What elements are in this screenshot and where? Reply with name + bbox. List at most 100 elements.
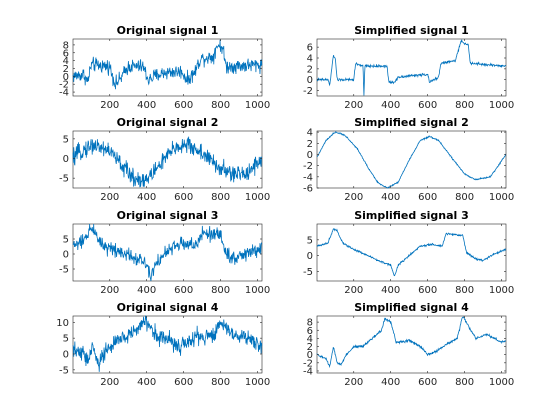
y-tick-label: 0 bbox=[63, 350, 69, 361]
y-tick-label: 2 bbox=[63, 64, 69, 75]
subplot-title: Original signal 1 bbox=[117, 24, 219, 37]
x-tick-label: 600 bbox=[418, 100, 437, 111]
x-tick-label: 1000 bbox=[489, 192, 514, 203]
x-tick-label: 400 bbox=[137, 192, 156, 203]
y-tick-label: 5 bbox=[63, 334, 69, 345]
y-tick-label: 5 bbox=[63, 235, 69, 246]
y-tick-label: 4 bbox=[307, 334, 313, 345]
y-tick-label: -2 bbox=[303, 161, 313, 172]
x-tick-label: 600 bbox=[174, 285, 193, 296]
signal-line bbox=[72, 315, 263, 372]
y-tick-label: 0 bbox=[307, 350, 313, 361]
x-tick-label: 200 bbox=[344, 285, 363, 296]
x-tick-label: 200 bbox=[100, 100, 119, 111]
x-tick-label: 1000 bbox=[245, 192, 270, 203]
x-tick-label: 600 bbox=[418, 377, 437, 388]
x-tick-label: 800 bbox=[455, 377, 474, 388]
x-tick-label: 400 bbox=[381, 100, 400, 111]
x-tick-label: 200 bbox=[100, 377, 119, 388]
subplot-7: 200 400 600 800 1000 -5 0 5 10 Original signal 4 bbox=[56, 301, 270, 388]
y-tick-label: 10 bbox=[56, 318, 69, 329]
y-tick-label: 6 bbox=[307, 326, 313, 337]
subplot-title: Original signal 3 bbox=[117, 209, 219, 222]
y-tick-label: 2 bbox=[307, 139, 313, 150]
axes-frame bbox=[316, 38, 507, 97]
y-tick-label: -4 bbox=[303, 172, 313, 183]
x-tick-label: 1000 bbox=[245, 285, 270, 296]
y-tick-label: 2 bbox=[307, 64, 313, 75]
axes-frame bbox=[316, 130, 507, 189]
y-tick-label: -4 bbox=[59, 88, 69, 99]
y-tick-label: 0 bbox=[307, 75, 313, 86]
subplot-title: Original signal 2 bbox=[117, 116, 219, 129]
subplot-3: 200 400 600 800 1000 -5 0 5 Original signal 2 bbox=[59, 116, 270, 203]
signal-line bbox=[316, 316, 507, 369]
subplot-title: Simplified signal 3 bbox=[354, 209, 469, 222]
y-tick-label: 4 bbox=[307, 128, 313, 139]
y-tick-label: -5 bbox=[59, 265, 69, 276]
axes-frame bbox=[72, 315, 263, 374]
signal-line bbox=[316, 38, 507, 96]
y-tick-label: 4 bbox=[63, 56, 69, 67]
y-tick-label: -2 bbox=[303, 86, 313, 97]
x-tick-label: 200 bbox=[344, 100, 363, 111]
x-tick-label: 1000 bbox=[245, 100, 270, 111]
x-tick-label: 400 bbox=[381, 192, 400, 203]
subplot-6: 200 400 600 800 1000 -5 0 5 Simplified signal 3 bbox=[303, 209, 514, 296]
x-tick-label: 400 bbox=[137, 100, 156, 111]
y-tick-label: -4 bbox=[303, 366, 313, 377]
x-tick-label: 800 bbox=[211, 377, 230, 388]
x-tick-label: 600 bbox=[418, 285, 437, 296]
y-tick-label: 2 bbox=[307, 342, 313, 353]
axes-frame bbox=[316, 223, 507, 282]
signal-line bbox=[316, 228, 507, 277]
x-tick-label: 800 bbox=[455, 285, 474, 296]
subplot-title: Simplified signal 1 bbox=[354, 24, 469, 37]
subplot-title: Simplified signal 2 bbox=[354, 116, 469, 129]
x-tick-label: 800 bbox=[211, 192, 230, 203]
x-tick-label: 600 bbox=[174, 100, 193, 111]
x-tick-label: 800 bbox=[211, 285, 230, 296]
x-tick-label: 1000 bbox=[489, 377, 514, 388]
y-tick-label: 4 bbox=[307, 54, 313, 65]
signal-line bbox=[72, 39, 263, 90]
x-tick-label: 400 bbox=[381, 285, 400, 296]
y-tick-label: 0 bbox=[63, 72, 69, 83]
subplot-title: Simplified signal 4 bbox=[354, 301, 469, 314]
x-tick-label: 1000 bbox=[489, 100, 514, 111]
y-tick-label: 0 bbox=[63, 250, 69, 261]
x-tick-label: 600 bbox=[174, 192, 193, 203]
signal-line bbox=[72, 223, 263, 282]
y-tick-label: 8 bbox=[63, 40, 69, 51]
y-tick-label: 0 bbox=[307, 150, 313, 161]
x-tick-label: 600 bbox=[174, 377, 193, 388]
y-tick-label: 8 bbox=[307, 318, 313, 329]
y-tick-label: -5 bbox=[59, 365, 69, 376]
x-tick-label: 800 bbox=[455, 100, 474, 111]
y-tick-label: 0 bbox=[63, 154, 69, 165]
subplot-title: Original signal 4 bbox=[117, 301, 219, 314]
x-tick-label: 400 bbox=[137, 285, 156, 296]
y-tick-label: -2 bbox=[59, 80, 69, 91]
y-tick-label: -6 bbox=[303, 184, 313, 195]
signal-line bbox=[316, 130, 507, 189]
y-tick-label: 6 bbox=[307, 43, 313, 54]
y-tick-label: 6 bbox=[63, 48, 69, 59]
y-tick-label: 0 bbox=[307, 251, 313, 262]
x-tick-label: 200 bbox=[100, 192, 119, 203]
signal-line bbox=[72, 136, 263, 188]
y-tick-label: -5 bbox=[59, 174, 69, 185]
x-tick-label: 200 bbox=[100, 285, 119, 296]
subplot-5: 200 400 600 800 1000 -5 0 5 Original signal 3 bbox=[59, 209, 270, 296]
y-tick-label: 5 bbox=[307, 235, 313, 246]
axes-frame bbox=[316, 315, 507, 374]
x-tick-label: 1000 bbox=[245, 377, 270, 388]
x-tick-label: 800 bbox=[455, 192, 474, 203]
x-tick-label: 200 bbox=[344, 377, 363, 388]
x-tick-label: 400 bbox=[381, 377, 400, 388]
